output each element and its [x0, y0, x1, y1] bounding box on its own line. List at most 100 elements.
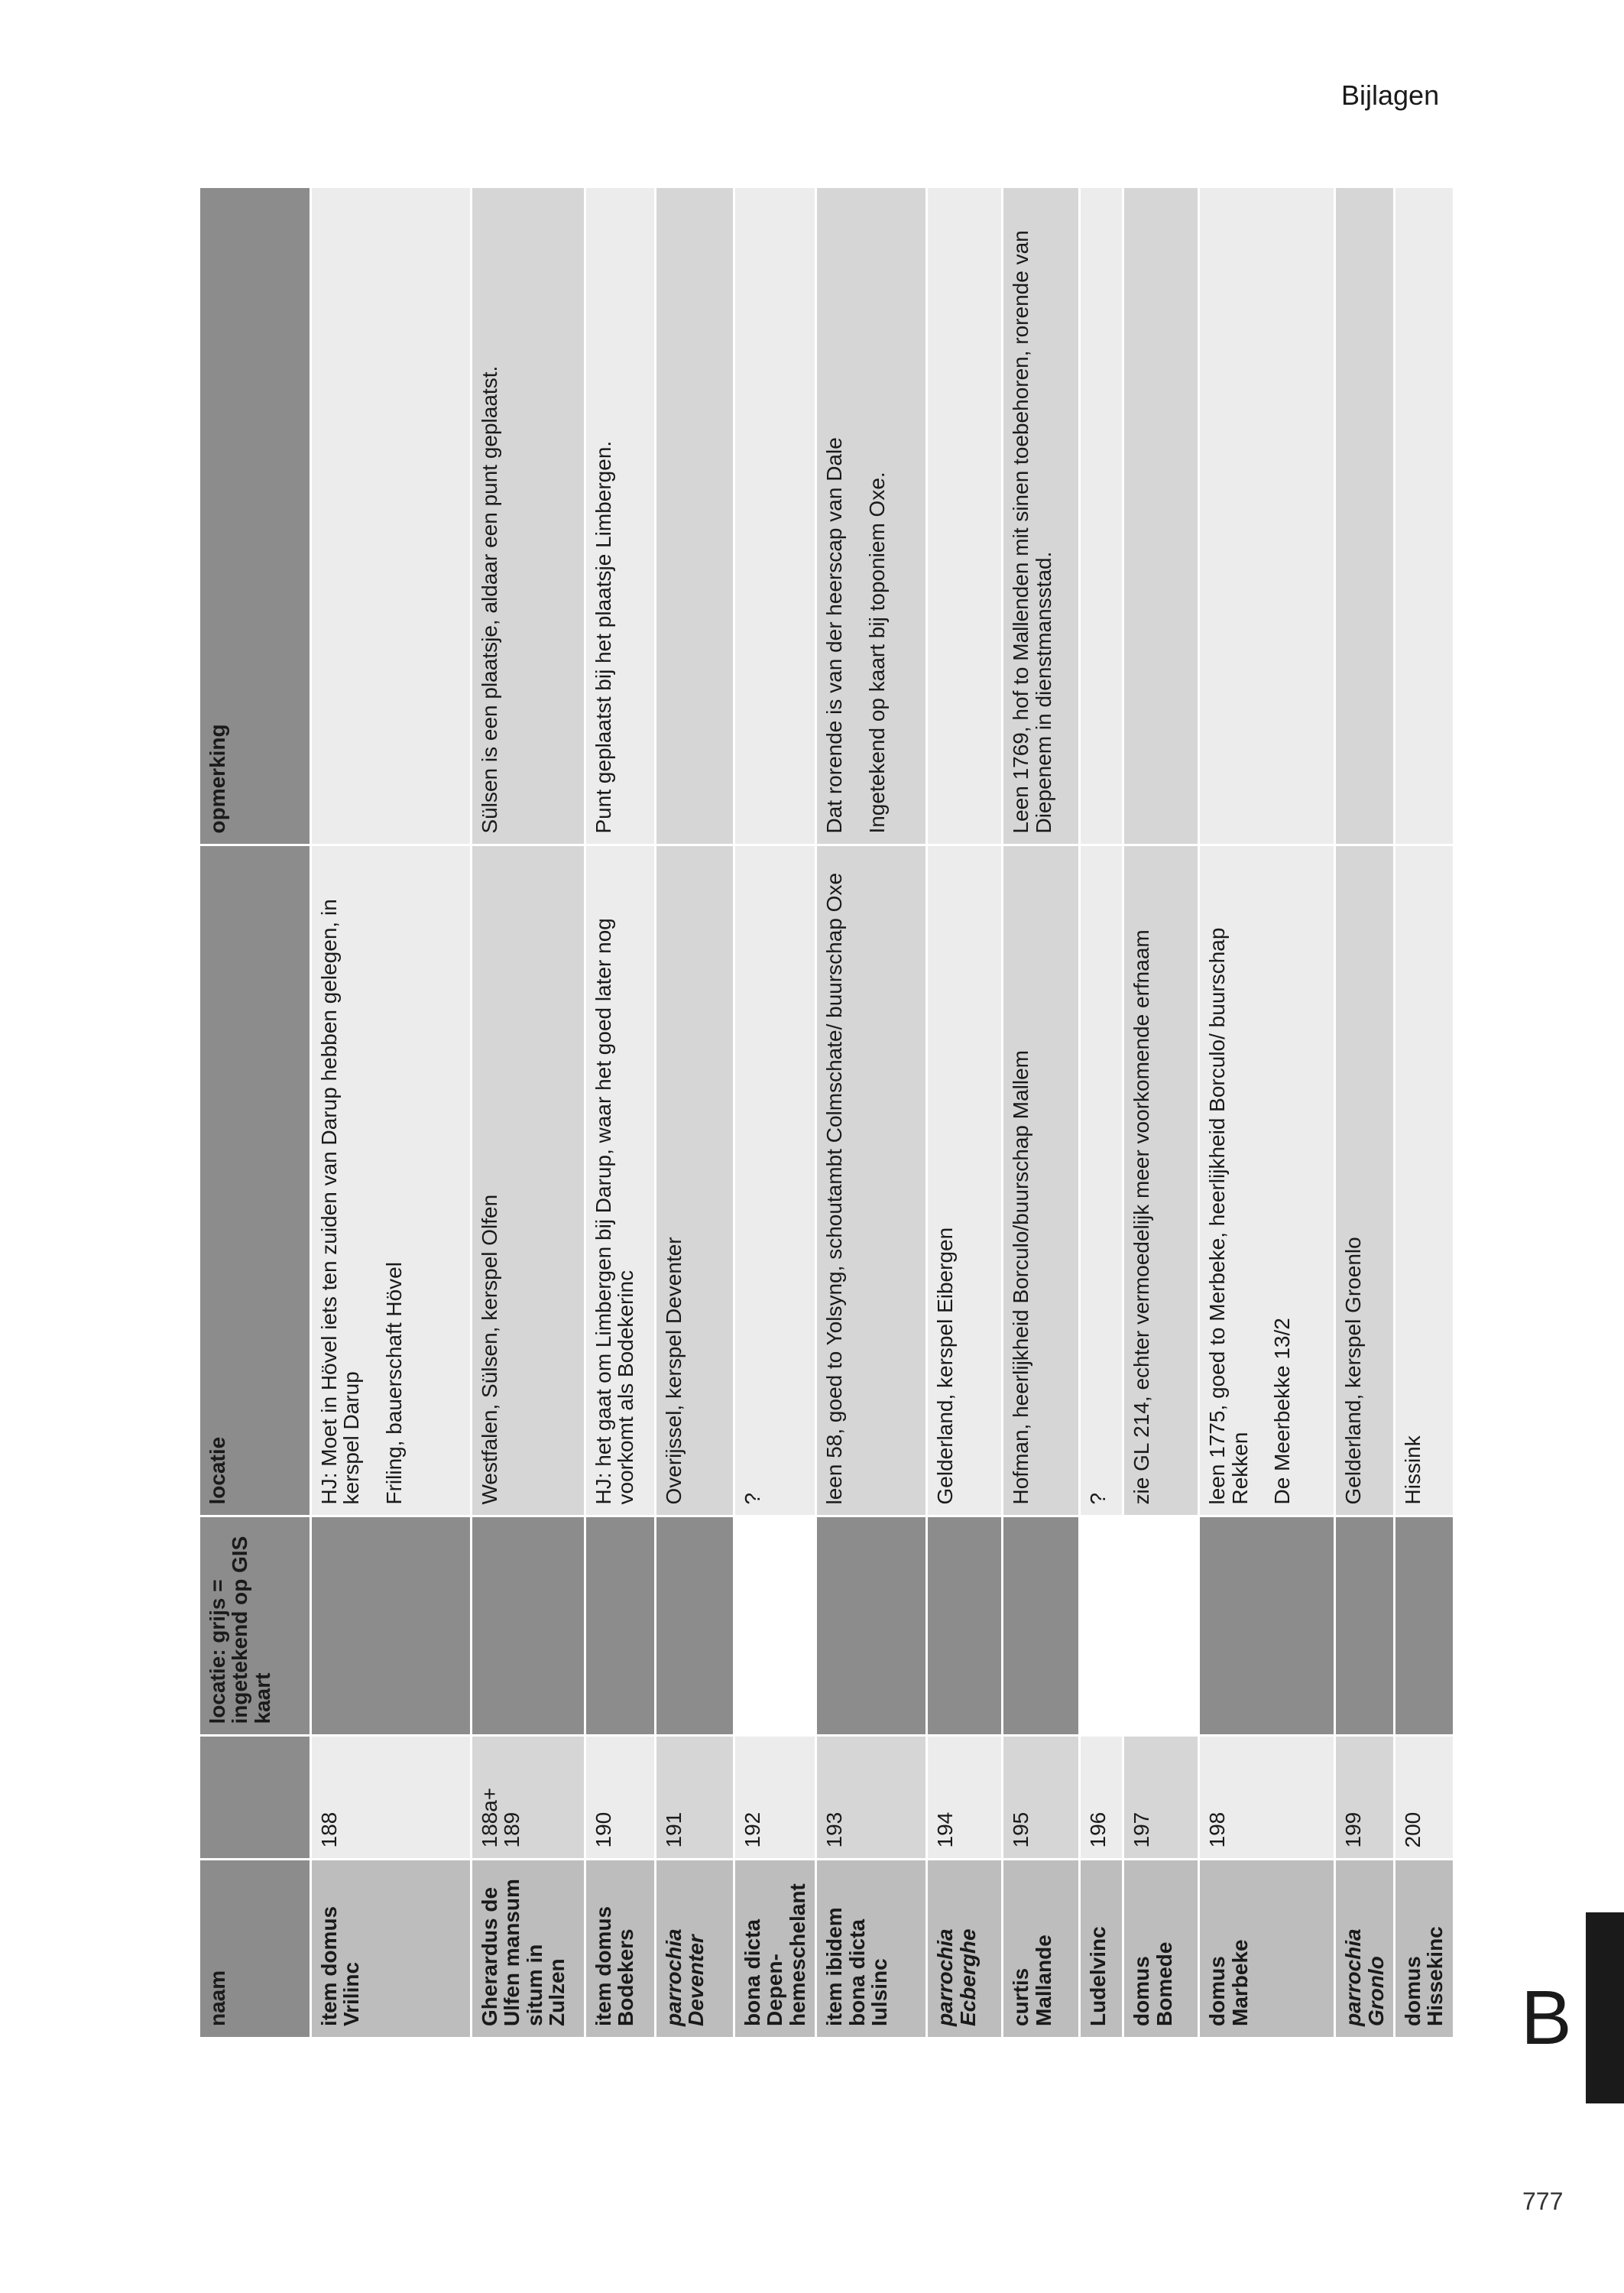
- locatie-text: De Meerbekke 13/2: [1269, 1318, 1294, 1505]
- naam-text: item domus Bodekers: [592, 1905, 638, 2026]
- naam-text: Gherardus de Ulfen mansum situm in Zulze…: [478, 1879, 569, 2026]
- table-body: item domus Vrilinc 188 HJ: Moet in Hövel i…: [310, 187, 1454, 2037]
- naam-text: item ibidem bona dicta Iulsinc: [822, 1907, 891, 2026]
- table-row: domus Hissekinc 200 Hissink: [1394, 187, 1454, 2037]
- opmerking-cell: [926, 187, 1003, 845]
- nummer-cell: 199: [1334, 1736, 1395, 1860]
- locatie-text: ?: [741, 1492, 764, 1505]
- locatie-cell: zie GL 214, echter vermoedelijk meer voo…: [1123, 845, 1199, 1516]
- gis-mapped-cell: [1002, 1516, 1080, 1736]
- naam-text: curtis Mallande: [1009, 1935, 1055, 2026]
- opmerking-text: Punt geplaatst bij het plaatsje Limberge…: [592, 440, 615, 834]
- gis-mapped-cell: [655, 1516, 734, 1736]
- naam-text: domus Hissekinc: [1400, 1926, 1447, 2026]
- naam-text: Gronlo: [1363, 1956, 1388, 2026]
- locatie-cell: leen 1775, goed to Merbeke, heerlijkheid…: [1198, 845, 1335, 1516]
- table-row: curtis Mallande 195 Hofman, heerlijkheid B…: [1002, 187, 1080, 2037]
- naam-cell: domus Marbeke: [1198, 1860, 1335, 2037]
- locatie-text: Friling, bauerschaft Hövel: [381, 1262, 406, 1505]
- locatie-cell: ?: [1079, 845, 1123, 1516]
- nummer-cell: 197: [1123, 1736, 1199, 1860]
- locatie-text: HJ: het gaat om Limbergen bij Darup, waa…: [592, 918, 638, 1505]
- naam-cell: parrochia Deventer: [655, 1860, 734, 2037]
- opmerking-cell: [1123, 187, 1199, 845]
- opmerking-cell: [310, 187, 472, 845]
- locatie-text: ?: [1086, 1492, 1110, 1505]
- opmerking-cell: [1198, 187, 1335, 845]
- gis-mapped-cell: [310, 1516, 472, 1736]
- table-row: Gherardus de Ulfen mansum situm in Zulze…: [471, 187, 585, 2037]
- gis-unmapped-cell: [1079, 1516, 1123, 1736]
- table-row: domus Bomede 197 zie GL 214, echter vermoe…: [1123, 187, 1199, 2037]
- naam-text: parrochia: [662, 1928, 686, 2026]
- naam-text: Ludelvinc: [1086, 1926, 1110, 2026]
- naam-cell: item domus Bodekers: [585, 1860, 656, 2037]
- naam-text: domus Bomede: [1130, 1941, 1176, 2026]
- gis-unmapped-cell: [734, 1516, 816, 1736]
- locatie-cell: Westfalen, Sülsen, kerspel Olfen: [471, 845, 585, 1516]
- section-tab: [1586, 1912, 1624, 2103]
- naam-cell: domus Hissekinc: [1394, 1860, 1454, 2037]
- table-row: parrochia Ecberghe 194 Gelderland, kerspel…: [926, 187, 1003, 2037]
- opmerking-cell: [655, 187, 734, 845]
- locatie-text: zie GL 214, echter vermoedelijk meer voo…: [1130, 929, 1154, 1505]
- nummer-cell: 188a+ 189: [471, 1736, 585, 1860]
- table-row: parrochia Deventer 191 Overijssel, kerspel…: [655, 187, 734, 2037]
- naam-text: parrochia: [1341, 1928, 1366, 2026]
- header-opmerking: opmerking: [200, 187, 311, 845]
- nummer-cell: 190: [585, 1736, 656, 1860]
- naam-cell: domus Bomede: [1123, 1860, 1199, 2037]
- gis-mapped-cell: [1198, 1516, 1335, 1736]
- naam-cell: item ibidem bona dicta Iulsinc: [815, 1860, 927, 2037]
- naam-text: parrochia: [933, 1928, 958, 2026]
- locatie-cell: Gelderland, kerspel Groenlo: [1334, 845, 1395, 1516]
- gis-mapped-cell: [815, 1516, 927, 1736]
- locatie-text: Gelderland, kerspel Groenlo: [1341, 1237, 1366, 1505]
- naam-text: Deventer: [684, 1935, 708, 2026]
- opmerking-text: Leen 1769, hof to Mallenden mit sinen to…: [1009, 230, 1055, 834]
- nummer-cell: 191: [655, 1736, 734, 1860]
- table-row: item domus Vrilinc 188 HJ: Moet in Hövel i…: [310, 187, 472, 2037]
- locatie-text: leen 1775, goed to Merbeke, heerlijkheid…: [1205, 927, 1252, 1505]
- page-number: 777: [1522, 2188, 1564, 2215]
- naam-cell: curtis Mallande: [1002, 1860, 1080, 2037]
- opmerking-cell: [1079, 187, 1123, 845]
- nummer-cell: 193: [815, 1736, 927, 1860]
- nummer-cell: 200: [1394, 1736, 1454, 1860]
- opmerking-cell: [734, 187, 816, 845]
- naam-text: item domus Vrilinc: [317, 1905, 364, 2026]
- table-row: item ibidem bona dicta Iulsinc 193 leen 58…: [815, 187, 927, 2037]
- locatie-text: Hissink: [1400, 1435, 1425, 1505]
- gis-mapped-cell: [926, 1516, 1003, 1736]
- locatie-text: Overijssel, kerspel Deventer: [662, 1237, 686, 1505]
- naam-cell: parrochia Gronlo: [1334, 1860, 1395, 2037]
- locatie-text: leen 58, goed to Yolsyng, schoutambt Col…: [822, 872, 847, 1505]
- nummer-cell: 195: [1002, 1736, 1080, 1860]
- gis-mapped-cell: [471, 1516, 585, 1736]
- nummer-cell: 196: [1079, 1736, 1123, 1860]
- naam-text: Ecberghe: [955, 1928, 980, 2026]
- locatie-cell: Overijssel, kerspel Deventer: [655, 845, 734, 1516]
- opmerking-cell: [1334, 187, 1395, 845]
- locatie-cell: ?: [734, 845, 816, 1516]
- locatie-cell: leen 58, goed to Yolsyng, schoutambt Col…: [815, 845, 927, 1516]
- table-row: parrochia Gronlo 199 Gelderland, kerspel G…: [1334, 187, 1395, 2037]
- nummer-cell: 192: [734, 1736, 816, 1860]
- locatie-cell: HJ: het gaat om Limbergen bij Darup, waa…: [585, 845, 656, 1516]
- locatie-cell: Hofman, heerlijkheid Borculo/buurschap M…: [1002, 845, 1080, 1516]
- naam-cell: item domus Vrilinc: [310, 1860, 472, 2037]
- gis-mapped-cell: [585, 1516, 656, 1736]
- naam-cell: bona dicta Depen­hemeschelant: [734, 1860, 816, 2037]
- naam-text: domus Marbeke: [1205, 1939, 1252, 2026]
- gis-mapped-cell: [1394, 1516, 1454, 1736]
- header-gis: locatie: grijs = ingetekend op GIS kaart: [200, 1516, 311, 1736]
- nummer-cell: 194: [926, 1736, 1003, 1860]
- locatie-text: Gelderland, kerspel Eibergen: [933, 1227, 958, 1505]
- appendix-table: naam locatie: grijs = ingetekend op GIS …: [200, 187, 1454, 2037]
- section-letter: B: [1521, 1975, 1572, 2061]
- header-nummer: [200, 1736, 311, 1860]
- table-row: domus Marbeke 198 leen 1775, goed to Merbe…: [1198, 187, 1335, 2037]
- opmerking-cell: Punt geplaatst bij het plaatsje Limberge…: [585, 187, 656, 845]
- naam-cell: Ludelvinc: [1079, 1860, 1123, 2037]
- nummer-cell: 198: [1198, 1736, 1335, 1860]
